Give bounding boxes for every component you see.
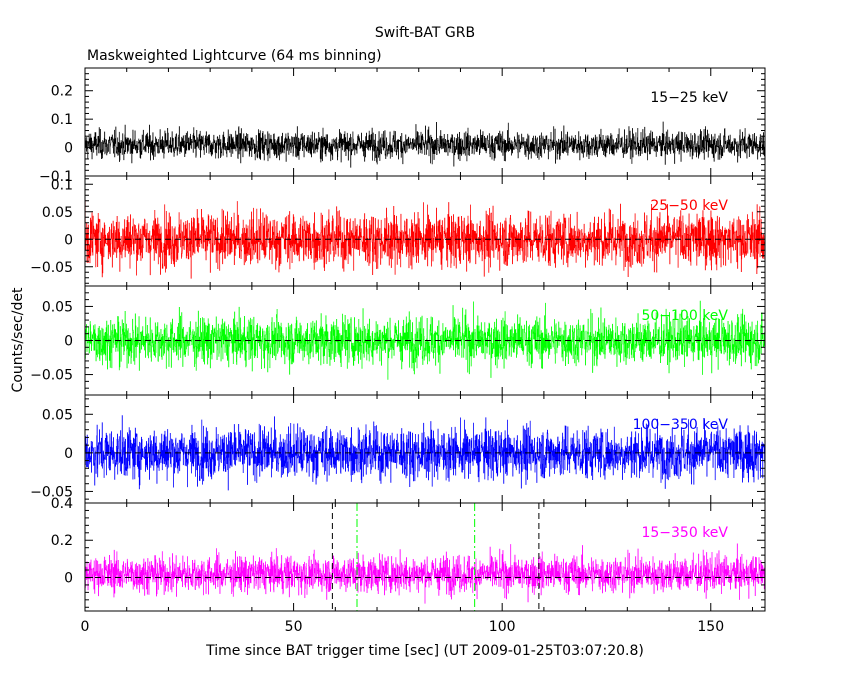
y-tick-label: −0.05 [30, 260, 73, 276]
y-tick-label: 0 [64, 334, 73, 350]
series-trace-25-50-kev [85, 199, 765, 279]
y-tick-label: 0 [64, 232, 73, 248]
x-axis-label: Time since BAT trigger time [sec] (UT 20… [205, 643, 644, 659]
y-tick-label: 0.05 [42, 407, 73, 423]
y-tick-label: −0.1 [39, 169, 73, 185]
panel-3: −0.05 0 0.05 50−100 keV [30, 285, 766, 396]
x-tick-label: 150 [697, 619, 724, 635]
y-tick-label: 0.1 [51, 177, 73, 193]
panel-1: −0.1 0 0.1 0.2 15−25 keV [39, 67, 766, 185]
series-trace-50-100-kev [85, 300, 765, 380]
energy-band-label: 15−350 keV [641, 525, 728, 541]
x-tick-label: 0 [81, 619, 90, 635]
panel-frame [84, 502, 766, 612]
energy-band-label: 15−25 keV [650, 90, 728, 106]
energy-band-label: 50−100 keV [641, 308, 728, 324]
energy-band-label: 25−50 keV [650, 198, 728, 214]
panel-2: −0.05 0 0.05 0.1 25−50 keV [30, 175, 766, 287]
chart-title: Swift-BAT GRB [375, 25, 475, 41]
y-tick-label: 0.2 [51, 84, 73, 100]
energy-band-label: 100−350 keV [633, 417, 729, 433]
y-tick-label: 0 [64, 570, 73, 586]
y-tick-label: 0.4 [51, 496, 73, 512]
y-tick-label: −0.05 [30, 368, 73, 384]
y-tick-label: 0.05 [42, 205, 73, 221]
series-trace-15-350-kev [85, 543, 765, 604]
y-tick-label: −0.05 [30, 484, 73, 500]
x-tick-label: 50 [285, 619, 303, 635]
series-trace-15-25-kev [85, 121, 765, 168]
series-trace-100-350-kev [85, 415, 765, 491]
chart-subtitle: Maskweighted Lightcurve (64 ms binning) [87, 48, 382, 64]
y-tick-label: 0.2 [51, 533, 73, 549]
x-tick-label: 100 [489, 619, 516, 635]
y-tick-label: 0 [64, 141, 73, 157]
y-tick-label: 0.05 [42, 299, 73, 315]
y-tick-label: 0 [64, 446, 73, 462]
y-axis-label: Counts/sec/det [10, 287, 26, 392]
y-tick-label: 0.1 [51, 112, 73, 128]
panel-4: −0.05 0 0.05 100−350 keV [30, 394, 766, 504]
panels-group: −0.1 0 0.1 0.2 15−25 keV −0.05 0 0.05 0.1 25−50 k… [30, 67, 766, 635]
panel-5: 0 0.2 0.4 15−350 keV [51, 496, 766, 612]
